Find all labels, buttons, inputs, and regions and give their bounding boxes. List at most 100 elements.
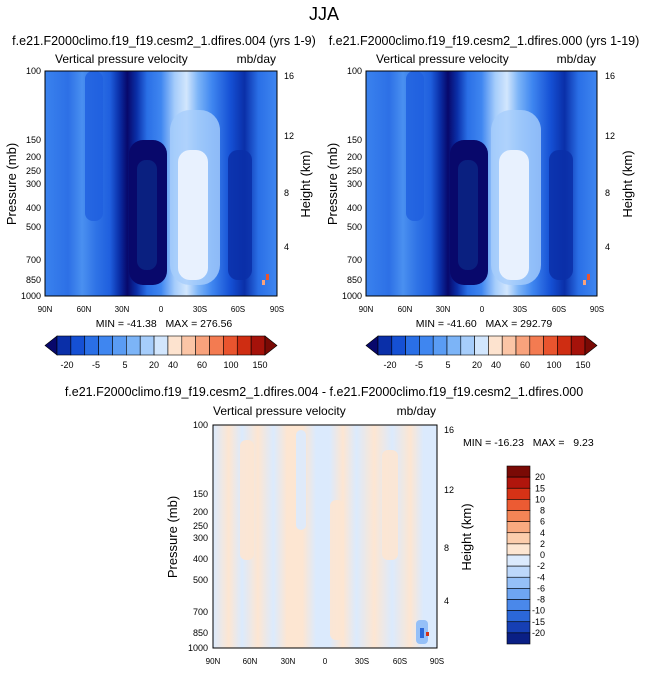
panel-3-left-string: Vertical pressure velocity bbox=[213, 404, 346, 418]
panel-3-stats: MIN = -16.23 MAX = 9.23 bbox=[463, 437, 594, 449]
panel-2-xtick: 60S bbox=[552, 305, 566, 314]
panel-2-lat-ticks: 90N 60N 30N 0 30S 60S 90S bbox=[359, 305, 604, 314]
colorbar-swatch bbox=[167, 335, 183, 356]
colorbar-swatch bbox=[506, 610, 531, 623]
panel-3-ytick: 300 bbox=[193, 533, 208, 543]
panel-1-xtick: 90N bbox=[38, 305, 53, 314]
panel-1-ytick: 1000 bbox=[21, 291, 41, 301]
panel-1-xtick: 60S bbox=[231, 305, 245, 314]
colorbar-swatch bbox=[515, 335, 531, 356]
panel-3-contour-patch-3 bbox=[296, 430, 306, 530]
colorbar-swatch bbox=[506, 487, 531, 500]
panel-1-y2label: Height (km) bbox=[298, 150, 313, 217]
panel-1-colorbar-label: 100 bbox=[223, 360, 238, 370]
panel-1-contour-inner-blue bbox=[137, 160, 157, 270]
panel-1-colorbar-label: 20 bbox=[149, 360, 159, 370]
panel-2-ytick: 100 bbox=[347, 66, 362, 76]
panel-2-contour-polar-red-2 bbox=[583, 280, 586, 285]
panel-2-colorbar-label: 5 bbox=[445, 360, 450, 370]
panel-2-right-string: mb/day bbox=[557, 52, 596, 66]
colorbar-end-triangle bbox=[264, 335, 278, 356]
panel-2-y2tick: 4 bbox=[605, 242, 610, 252]
panel-3-colorbar-label: -4 bbox=[537, 572, 545, 582]
panel-3-contour-polar-dark-blue bbox=[420, 628, 424, 638]
colorbar-swatch bbox=[419, 335, 434, 356]
colorbar-swatch bbox=[506, 543, 531, 556]
panel-3-ytick: 150 bbox=[193, 489, 208, 499]
panel-1-stats: MIN = -41.38 MAX = 276.56 bbox=[96, 318, 233, 330]
colorbar-swatch bbox=[181, 335, 196, 356]
panel-3-ytick: 100 bbox=[193, 420, 208, 430]
panel-1-colorbar bbox=[44, 335, 278, 356]
panel-2-ylabel: Pressure (mb) bbox=[325, 143, 340, 225]
colorbar-swatch bbox=[446, 335, 462, 356]
page-title: JJA bbox=[309, 4, 339, 24]
colorbar-swatch bbox=[223, 335, 238, 356]
panel-3-contour-patch-2 bbox=[330, 500, 344, 640]
panel-3-colorbar-label: -6 bbox=[537, 583, 545, 593]
colorbar-swatch bbox=[506, 576, 531, 589]
panel-3-ytick: 700 bbox=[193, 607, 208, 617]
panel-3-colorbar-label: 8 bbox=[540, 506, 545, 516]
colorbar-swatch bbox=[209, 335, 224, 356]
panel-3-xtick: 0 bbox=[323, 657, 328, 666]
panel-2-xtick: 30N bbox=[436, 305, 451, 314]
panel-2-y2tick: 8 bbox=[605, 188, 610, 198]
panel-3-colorbar-label: -20 bbox=[532, 628, 545, 638]
panel-1-ytick: 500 bbox=[26, 222, 41, 232]
panel-2-colorbar-labels: -20 -5 5 20 40 60 100 150 bbox=[383, 360, 590, 370]
panel-2-ytick: 850 bbox=[347, 275, 362, 285]
colorbar-end-triangle bbox=[584, 335, 598, 356]
colorbar-swatch bbox=[506, 521, 531, 534]
panel-1-colorbar-label: -20 bbox=[60, 360, 73, 370]
panel-2-frame bbox=[365, 70, 598, 297]
panel-2-xtick: 0 bbox=[480, 305, 485, 314]
colorbar-swatch bbox=[112, 335, 127, 356]
panel-3-ytick: 250 bbox=[193, 521, 208, 531]
colorbar-end-triangle bbox=[365, 335, 379, 356]
panel-2-ytick: 500 bbox=[347, 222, 362, 232]
panel-3-xtick: 30S bbox=[355, 657, 369, 666]
colorbar-end-triangle bbox=[44, 335, 58, 356]
panel-3-ytick: 850 bbox=[193, 628, 208, 638]
panel-1-right-string: mb/day bbox=[237, 52, 276, 66]
colorbar-swatch bbox=[506, 588, 531, 600]
panel-1-xtick: 30S bbox=[193, 305, 207, 314]
panel-2-y2label: Height (km) bbox=[620, 150, 635, 217]
panel-3-colorbar-label: -2 bbox=[537, 561, 545, 571]
panel-3-colorbar-label: -10 bbox=[532, 606, 545, 616]
panel-1-colorbar-labels: -20 -5 5 20 40 60 100 150 bbox=[60, 360, 267, 370]
colorbar-swatch bbox=[506, 465, 531, 478]
panel-1-ytick: 400 bbox=[26, 203, 41, 213]
panel-3-colorbar-label: -8 bbox=[537, 595, 545, 605]
panel-1-frame bbox=[44, 70, 278, 297]
panel-2-contour-inner-blue bbox=[458, 160, 478, 270]
panel-1-y2tick: 12 bbox=[284, 131, 294, 141]
panel-2-ytick: 1000 bbox=[342, 291, 362, 301]
colorbar-swatch bbox=[557, 335, 572, 356]
panel-1-xtick: 90S bbox=[270, 305, 284, 314]
panel-2-colorbar-label: 100 bbox=[546, 360, 561, 370]
panel-3-xtick: 90S bbox=[430, 657, 444, 666]
colorbar-swatch bbox=[506, 499, 531, 511]
panel-1-contour-polar-blue bbox=[228, 150, 252, 280]
panel-3-contour-patch-4 bbox=[382, 450, 398, 560]
panel-2-pressure-ticks: 100 150 200 250 300 400 500 700 850 1000 bbox=[342, 66, 362, 301]
panel-1-y2tick: 16 bbox=[284, 71, 294, 81]
panel-1-contour-nh-blue bbox=[85, 71, 103, 221]
panel-1-height-ticks: 16 12 8 4 bbox=[284, 71, 294, 252]
panel-3-colorbar-label: 4 bbox=[540, 528, 545, 538]
colorbar-swatch bbox=[460, 335, 475, 356]
colorbar-swatch bbox=[506, 532, 531, 545]
panel-3-colorbar-label: 0 bbox=[540, 550, 545, 560]
panel-3-xtick: 60N bbox=[243, 657, 258, 666]
panel-2-ytick: 200 bbox=[347, 152, 362, 162]
colorbar-swatch bbox=[529, 335, 544, 356]
colorbar-swatch bbox=[506, 510, 531, 522]
panel-1-ytick: 700 bbox=[26, 255, 41, 265]
panel-2-colorbar-label: 40 bbox=[491, 360, 501, 370]
panel-2-colorbar-label: 60 bbox=[520, 360, 530, 370]
panel-2-colorbar bbox=[365, 335, 598, 356]
colorbar-swatch bbox=[250, 335, 266, 356]
